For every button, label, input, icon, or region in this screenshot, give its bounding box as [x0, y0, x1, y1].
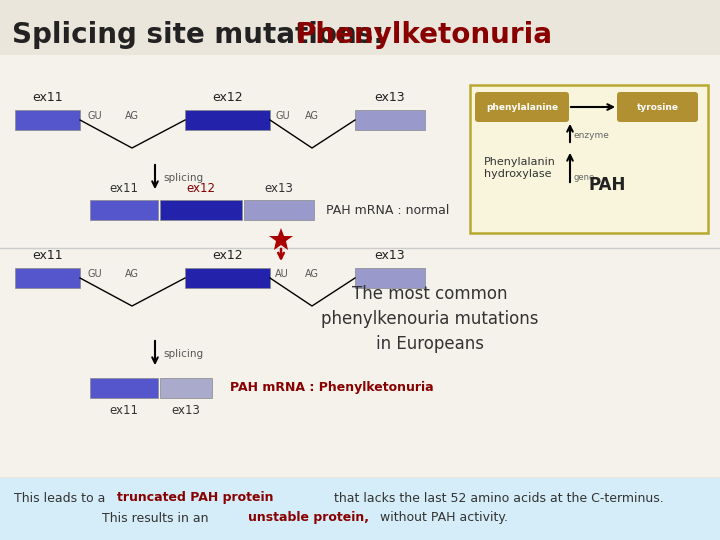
Bar	[15, 268, 80, 288]
Text: ex11: ex11	[109, 404, 138, 417]
Bar	[355, 110, 425, 130]
Bar	[90, 200, 158, 220]
Text: ex13: ex13	[374, 91, 405, 104]
Text: PAH mRNA : normal: PAH mRNA : normal	[326, 204, 449, 217]
Text: GU: GU	[275, 111, 289, 121]
Text: AG: AG	[305, 269, 319, 279]
Bar	[160, 378, 212, 398]
Text: Phenylalanin
hydroxylase: Phenylalanin hydroxylase	[484, 157, 556, 179]
Text: ex13: ex13	[171, 404, 200, 417]
Text: ex11: ex11	[32, 91, 63, 104]
Text: splicing: splicing	[163, 349, 203, 359]
Text: enzyme: enzyme	[574, 131, 610, 139]
Text: AU: AU	[275, 269, 289, 279]
Text: ex13: ex13	[374, 249, 405, 262]
Text: The most common
phenylkenouria mutations
in Europeans: The most common phenylkenouria mutations…	[321, 285, 539, 353]
Bar	[0, 55, 720, 477]
Bar	[90, 378, 158, 398]
Text: ex12: ex12	[212, 249, 243, 262]
Text: gene: gene	[574, 172, 595, 181]
FancyBboxPatch shape	[475, 92, 569, 122]
Text: AG: AG	[305, 111, 319, 121]
Text: GU: GU	[88, 269, 103, 279]
Text: unstable protein,: unstable protein,	[248, 511, 369, 524]
Text: AG: AG	[125, 269, 139, 279]
FancyBboxPatch shape	[617, 92, 698, 122]
Bar	[185, 268, 270, 288]
Text: ex12: ex12	[186, 182, 215, 195]
Bar	[244, 200, 314, 220]
Text: Splicing site mutations:: Splicing site mutations:	[12, 21, 394, 49]
Text: splicing: splicing	[163, 173, 203, 183]
Bar	[0, 478, 720, 540]
Text: PAH: PAH	[588, 176, 626, 194]
Text: phenylalanine: phenylalanine	[486, 103, 558, 111]
FancyBboxPatch shape	[470, 85, 708, 233]
Text: ex12: ex12	[212, 91, 243, 104]
Text: ex11: ex11	[32, 249, 63, 262]
Text: ex11: ex11	[109, 182, 138, 195]
Text: tyrosine: tyrosine	[637, 103, 679, 111]
Bar	[15, 110, 80, 130]
Text: without PAH activity.: without PAH activity.	[376, 511, 508, 524]
Text: PAH mRNA : Phenylketonuria: PAH mRNA : Phenylketonuria	[230, 381, 433, 395]
Text: truncated PAH protein: truncated PAH protein	[117, 491, 274, 504]
Text: GU: GU	[88, 111, 103, 121]
Bar	[160, 200, 242, 220]
Text: This results in an: This results in an	[102, 511, 212, 524]
Text: Phenylketonuria: Phenylketonuria	[296, 21, 553, 49]
Text: ex13: ex13	[264, 182, 294, 195]
Text: that lacks the last 52 amino acids at the C-terminus.: that lacks the last 52 amino acids at th…	[330, 491, 664, 504]
Bar	[355, 268, 425, 288]
Text: AG: AG	[125, 111, 139, 121]
Text: This leads to a: This leads to a	[14, 491, 109, 504]
Bar	[185, 110, 270, 130]
